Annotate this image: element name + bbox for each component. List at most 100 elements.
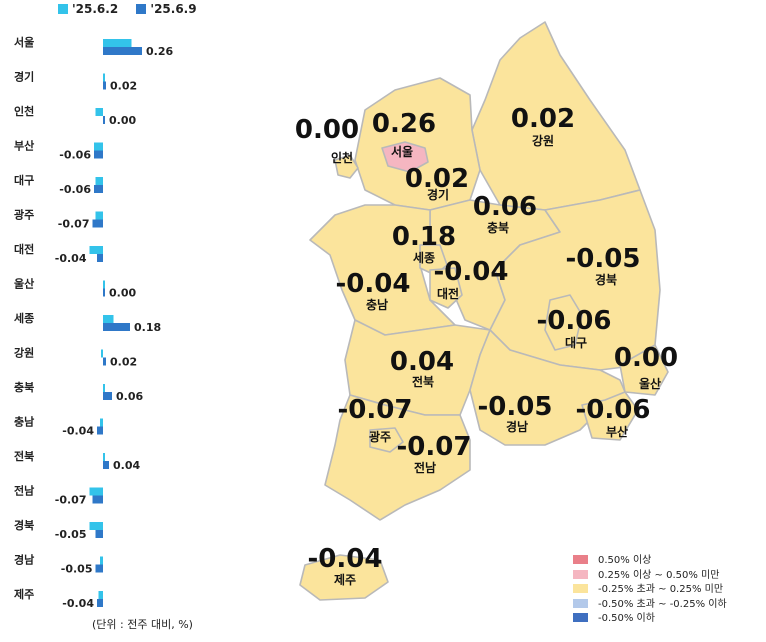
map-name-chungbuk: 충북 bbox=[487, 220, 509, 235]
data-label: 0.02 bbox=[110, 356, 137, 369]
category-label: 부산 bbox=[14, 139, 34, 153]
bar-prev bbox=[103, 384, 105, 392]
data-label: 0.04 bbox=[113, 459, 140, 472]
map-legend-label: 0.25% 이상 ~ 0.50% 미만 bbox=[598, 569, 720, 581]
data-label: -0.07 bbox=[58, 218, 90, 231]
category-label: 전북 bbox=[14, 449, 34, 463]
legend-swatch-curr bbox=[136, 4, 147, 14]
bar-prev bbox=[103, 315, 114, 323]
bar-curr bbox=[97, 254, 103, 262]
bar-curr bbox=[103, 357, 106, 366]
category-label: 광주 bbox=[14, 209, 34, 222]
bar-prev bbox=[94, 142, 103, 151]
map-name-busan: 부산 bbox=[606, 424, 628, 439]
map-value-daegu: -0.06 bbox=[537, 306, 612, 336]
bar-curr bbox=[103, 288, 105, 297]
map-region-ulsan bbox=[619, 344, 669, 396]
legend-swatch-prev bbox=[58, 4, 68, 14]
map-name-sejong: 세종 bbox=[413, 250, 435, 265]
category-label: 울산 bbox=[14, 277, 34, 291]
category-label: 제주 bbox=[14, 587, 34, 601]
map-name-gyeonggi: 경기 bbox=[427, 187, 449, 202]
map-name-jeju: 제주 bbox=[334, 573, 356, 587]
map-legend-label: -0.50% 초과 ~ -0.25% 이하 bbox=[598, 598, 727, 610]
bar-curr bbox=[103, 461, 109, 469]
bar-prev bbox=[89, 487, 103, 496]
map-value-jeonnam: -0.07 bbox=[397, 432, 472, 462]
data-label: -0.07 bbox=[55, 494, 87, 507]
data-label: -0.05 bbox=[55, 528, 87, 541]
bar-prev bbox=[95, 177, 103, 185]
map-region-busan bbox=[581, 391, 639, 441]
bar-prev bbox=[98, 591, 103, 599]
map-value-incheon: 0.00 bbox=[295, 115, 359, 145]
map-name-gyeongbuk: 경북 bbox=[595, 273, 617, 287]
map-legend-swatch bbox=[573, 584, 588, 593]
map-name-jeonbuk: 전북 bbox=[412, 374, 434, 389]
map-name-chungnam: 충남 bbox=[366, 297, 388, 312]
map-region-daejeon bbox=[429, 267, 463, 309]
map-legend-swatch bbox=[573, 569, 588, 579]
map-name-gangwon: 강원 bbox=[532, 134, 554, 148]
map-value-busan: -0.06 bbox=[576, 395, 651, 425]
map-value-gyeongnam: -0.05 bbox=[478, 392, 553, 422]
data-label: 0.26 bbox=[146, 45, 173, 58]
map-value-daejeon: -0.04 bbox=[434, 257, 509, 287]
bar-curr bbox=[94, 150, 103, 159]
bar-curr bbox=[103, 392, 112, 400]
legend-item-prev: '25.6.2 bbox=[58, 2, 118, 16]
category-label: 경북 bbox=[14, 518, 34, 532]
map-region-jeju bbox=[299, 554, 389, 601]
category-label: 대전 bbox=[14, 242, 34, 256]
bar-curr bbox=[103, 323, 130, 331]
map-legend-swatch bbox=[573, 598, 588, 608]
bar-curr bbox=[92, 219, 103, 228]
bar-curr bbox=[97, 426, 103, 435]
bar-curr bbox=[97, 599, 103, 607]
series-legend: '25.6.2 '25.6.9 bbox=[58, 2, 211, 16]
category-label: 서울 bbox=[14, 35, 34, 49]
map-name-incheon: 인천 bbox=[331, 150, 353, 165]
map-legend-item: -0.50% 이하 bbox=[573, 612, 727, 627]
map-color-legend: 0.50% 이상 0.25% 이상 ~ 0.50% 미만 -0.25% 초과 ~ 0… bbox=[573, 554, 727, 627]
map-legend-swatch bbox=[573, 555, 588, 564]
category-label: 인천 bbox=[14, 104, 34, 118]
map-value-ulsan: 0.00 bbox=[614, 343, 678, 373]
bar-curr bbox=[103, 47, 142, 55]
map-value-gangwon: 0.02 bbox=[511, 104, 575, 134]
data-label: -0.04 bbox=[62, 597, 94, 610]
map-value-chungnam: -0.04 bbox=[336, 269, 411, 299]
map-name-jeonnam: 전남 bbox=[414, 460, 436, 475]
category-label: 전남 bbox=[14, 484, 34, 498]
map-name-seoul: 서울 bbox=[391, 144, 413, 159]
map-legend-item: -0.25% 초과 ~ 0.25% 미만 bbox=[573, 583, 727, 598]
map-region-seoul bbox=[381, 141, 429, 173]
bar-prev bbox=[103, 39, 132, 47]
data-label: -0.04 bbox=[62, 425, 94, 438]
data-label: 0.02 bbox=[110, 80, 137, 93]
bar-prev bbox=[89, 522, 103, 530]
category-label: 강원 bbox=[14, 346, 34, 360]
data-label: 0.00 bbox=[109, 287, 136, 300]
legend-label-curr: '25.6.9 bbox=[150, 2, 197, 16]
data-label: -0.06 bbox=[59, 183, 91, 196]
bar-curr bbox=[94, 185, 103, 193]
category-label: 충북 bbox=[14, 380, 34, 394]
map-region-gwangju bbox=[369, 427, 404, 453]
unit-note: (단위 : 전주 대비, %) bbox=[92, 618, 193, 631]
bar-curr bbox=[95, 530, 103, 538]
map-value-chungbuk: 0.06 bbox=[473, 192, 537, 222]
map-name-ulsan: 울산 bbox=[639, 376, 661, 391]
data-label: -0.05 bbox=[61, 563, 93, 576]
data-label: -0.06 bbox=[59, 149, 91, 162]
data-label: 0.18 bbox=[134, 321, 161, 334]
bar-curr bbox=[103, 116, 105, 124]
legend-item-curr: '25.6.9 bbox=[136, 2, 197, 16]
bar-prev bbox=[89, 246, 103, 254]
bar-curr bbox=[92, 495, 103, 504]
bar-curr bbox=[95, 564, 103, 573]
map-name-gwangju: 광주 bbox=[369, 429, 391, 444]
map-region-jeonnam bbox=[324, 394, 471, 521]
bar-chart: 서울 0.26 경기 0.02 인천 0.00 부산 -0.06 대구 -0.06 광주 -0.07 대… bbox=[14, 35, 173, 610]
